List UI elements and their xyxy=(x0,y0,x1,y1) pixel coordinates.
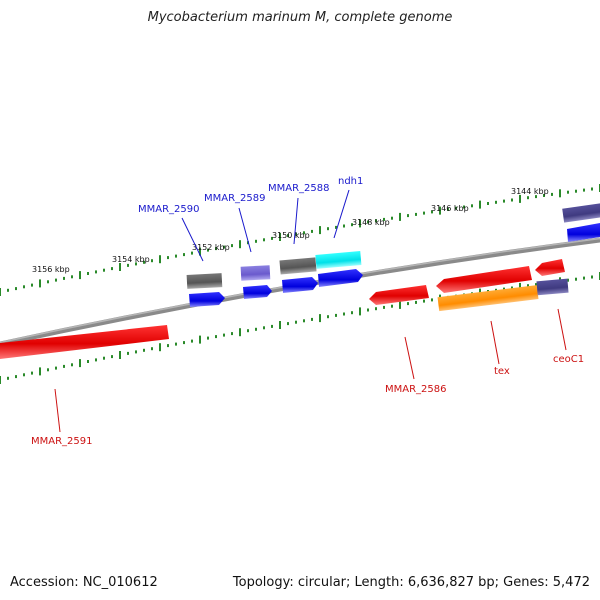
leader-line-mmar2586 xyxy=(404,336,415,380)
tick-label: 3148 kbp xyxy=(352,218,390,227)
gene-arrow-forward-right xyxy=(567,223,600,242)
gene-arrow-reverse-right xyxy=(535,259,565,276)
genome-info-text: Topology: circular; Length: 6,636,827 bp… xyxy=(232,575,590,590)
feature-orange-tex xyxy=(437,285,539,312)
gene-label-ceoc1: ceoC1 xyxy=(553,354,584,365)
tick-ruler-upper xyxy=(0,184,600,296)
gene-arrow-forward-mmar2590 xyxy=(189,292,225,307)
accession-text: Accession: NC_010612 xyxy=(10,575,158,590)
feature-purple-mmar2589 xyxy=(240,265,271,281)
gene-arrow-forward-mmar2588 xyxy=(282,277,318,293)
gene-arrow-reverse-mmar2586 xyxy=(369,285,429,305)
gene-label-mmar2589: MMAR_2589 xyxy=(204,193,266,204)
gene-label-mmar2591: MMAR_2591 xyxy=(31,436,93,447)
gene-arrow-reverse-tex xyxy=(436,266,532,293)
feature-gray-mmar2590 xyxy=(186,273,223,289)
gene-arrow-reverse-mmar2591 xyxy=(0,325,169,359)
leader-line-mmar2589 xyxy=(238,207,252,253)
gene-arrow-forward-mmar2589 xyxy=(243,285,272,299)
tick-label: 3154 kbp xyxy=(112,255,150,264)
tick-label: 3156 kbp xyxy=(32,265,70,274)
leader-line-mmar2590 xyxy=(181,217,204,262)
feature-cyan-ndh1 xyxy=(315,251,362,269)
leader-line-mmar2591 xyxy=(54,388,61,433)
gene-label-mmar2586: MMAR_2586 xyxy=(385,384,447,395)
leader-line-ceoc1 xyxy=(557,308,567,351)
gene-label-mmar2588: MMAR_2588 xyxy=(268,183,330,194)
tick-label: 3144 kbp xyxy=(511,187,549,196)
map-title: Mycobacterium marinum M, complete genome xyxy=(147,10,453,25)
gene-label-tex: tex xyxy=(494,366,510,377)
tick-label: 3152 kbp xyxy=(192,243,230,252)
feature-darkpurple-ceoc1 xyxy=(536,278,569,296)
gene-label-mmar2590: MMAR_2590 xyxy=(138,204,200,215)
leader-line-mmar2588 xyxy=(293,197,299,245)
leader-line-ndh1 xyxy=(333,189,350,239)
feature-darkpurple-right xyxy=(562,203,600,223)
gene-label-ndh1: ndh1 xyxy=(338,176,363,187)
tick-label: 3150 kbp xyxy=(272,231,310,240)
tick-label: 3146 kbp xyxy=(431,204,469,213)
leader-line-tex xyxy=(490,320,500,365)
gene-arrow-forward-ndh1 xyxy=(318,269,363,287)
feature-gray-mmar2588 xyxy=(279,257,317,275)
